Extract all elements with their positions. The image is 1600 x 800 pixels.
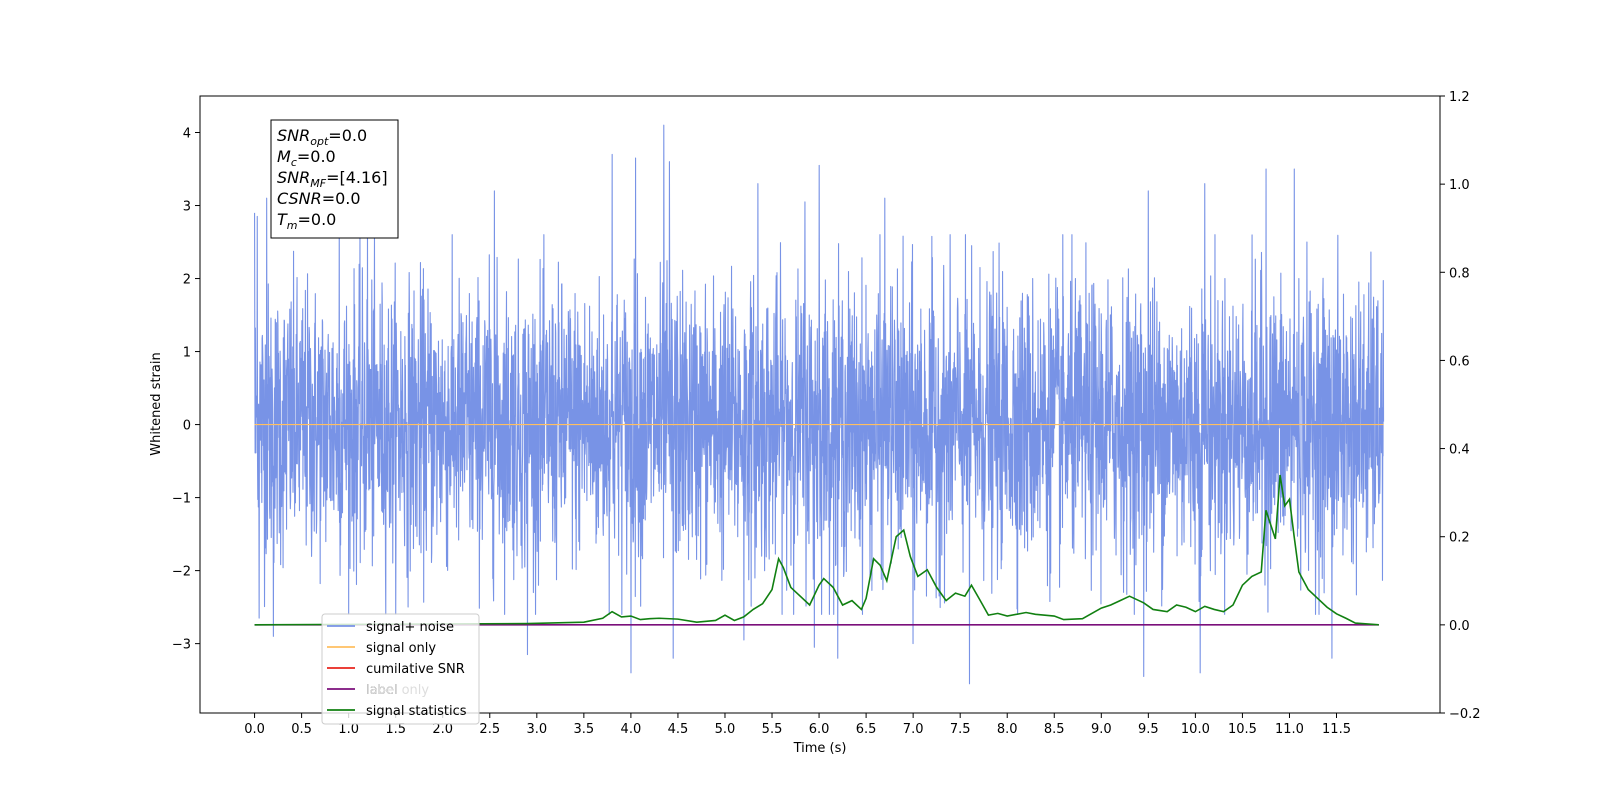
y-right-tick-label: 0.6 (1449, 354, 1470, 369)
series-signal-noise-line (254, 124, 1385, 685)
x-tick-label: 7.0 (903, 722, 924, 737)
x-tick-label: 3.5 (574, 722, 595, 737)
x-tick-label: 1.5 (385, 722, 406, 737)
y-right-tick-label: −0.2 (1449, 707, 1481, 722)
x-tick-label: 11.5 (1322, 722, 1351, 737)
x-tick-label: 8.5 (1044, 722, 1065, 737)
x-tick-label: 6.5 (856, 722, 877, 737)
legend-label: label (366, 683, 397, 698)
y-right-tick-label: 0.2 (1449, 531, 1470, 546)
legend: signal+ noise signal only cumilative SNR la… (321, 613, 480, 725)
legend-label: signal statistics (366, 704, 467, 719)
y-axis-right: −0.2 0.0 0.2 0.4 0.6 0.8 1.0 1.2 (1440, 90, 1481, 722)
annotation-line: Tm=0.0 (277, 210, 336, 232)
x-tick-label: 4.0 (621, 722, 642, 737)
legend-label: label only (366, 683, 429, 698)
legend-label: signal+ noise (366, 620, 454, 635)
x-tick-label: 8.0 (997, 722, 1018, 737)
y-axis-label: Whitened strain (149, 352, 164, 455)
x-axis-label: Time (s) (793, 741, 847, 756)
x-tick-label: 10.5 (1228, 722, 1257, 737)
x-tick-label: 7.5 (950, 722, 971, 737)
plot-frame (199, 95, 1441, 714)
x-tick-label: 5.5 (762, 722, 783, 737)
y-right-tick-label: 1.2 (1449, 90, 1470, 105)
x-tick-label: 0.5 (291, 722, 312, 737)
y-tick-label: 2 (183, 273, 191, 288)
y-tick-label: −2 (172, 565, 191, 580)
x-tick-label: 3.0 (526, 722, 547, 737)
annotation-line: SNRMF=[4.16] (277, 168, 388, 190)
x-tick-label: 4.5 (668, 722, 689, 737)
x-tick-label: 6.0 (809, 722, 830, 737)
y-tick-label: 0 (183, 419, 191, 434)
y-tick-label: −1 (172, 492, 191, 507)
x-tick-label: 0.0 (244, 722, 265, 737)
x-tick-label: 11.0 (1275, 722, 1304, 737)
y-tick-label: −3 (172, 638, 191, 653)
annotation-line: CSNR=0.0 (277, 189, 361, 208)
x-tick-label: 9.0 (1091, 722, 1112, 737)
x-tick-label: 5.0 (715, 722, 736, 737)
y-axis-left: −3 −2 −1 0 1 2 3 4 (172, 127, 200, 653)
y-right-tick-label: 0.0 (1449, 619, 1470, 634)
x-tick-label: 9.5 (1138, 722, 1159, 737)
x-axis: 0.0 0.5 1.0 1.5 2.0 2.5 3.0 3.5 4.0 4.5 5.0 5.5 6.0 6… (244, 713, 1351, 737)
y-tick-label: 3 (183, 200, 191, 215)
y-tick-label: 1 (183, 346, 191, 361)
legend-label: cumilative SNR (366, 662, 465, 677)
x-tick-label: 2.5 (479, 722, 500, 737)
x-tick-label: 1.0 (338, 722, 359, 737)
x-tick-label: 2.0 (432, 722, 453, 737)
legend-frame (321, 613, 480, 725)
annotation-line: SNRopt=0.0 (277, 126, 367, 148)
y-right-tick-label: 1.0 (1449, 178, 1470, 193)
legend-label: signal only (366, 641, 436, 656)
y-right-tick-label: 0.4 (1449, 443, 1470, 458)
series-signal-statistics-line (254, 474, 1379, 626)
y-tick-label: 4 (183, 127, 191, 142)
annotation-line: Mc=0.0 (277, 147, 336, 169)
x-tick-label: 10.0 (1181, 722, 1210, 737)
y-right-tick-label: 0.8 (1449, 266, 1470, 281)
annotation-frame (270, 119, 399, 239)
